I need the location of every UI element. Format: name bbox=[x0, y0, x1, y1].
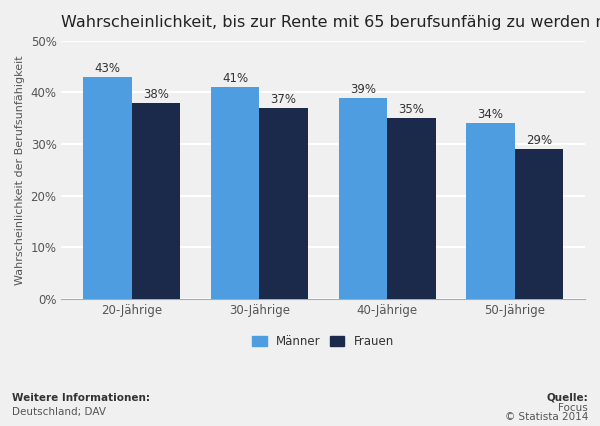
Text: 41%: 41% bbox=[222, 72, 248, 85]
Text: 34%: 34% bbox=[478, 108, 503, 121]
Text: Weitere Informationen:: Weitere Informationen: bbox=[12, 393, 150, 403]
Bar bbox=[259, 108, 308, 299]
Bar bbox=[83, 77, 131, 299]
Text: 37%: 37% bbox=[271, 93, 296, 106]
Text: Focus: Focus bbox=[558, 403, 588, 413]
Text: 43%: 43% bbox=[94, 62, 121, 75]
Text: © Statista 2014: © Statista 2014 bbox=[505, 412, 588, 422]
Bar bbox=[387, 118, 436, 299]
Text: 29%: 29% bbox=[526, 134, 552, 147]
Text: 39%: 39% bbox=[350, 83, 376, 95]
Title: Wahrscheinlichkeit, bis zur Rente mit 65 berufsunfähig zu werden nach Altersgrup: Wahrscheinlichkeit, bis zur Rente mit 65… bbox=[61, 15, 600, 30]
Text: Deutschland; DAV: Deutschland; DAV bbox=[12, 408, 106, 417]
Text: 38%: 38% bbox=[143, 88, 169, 101]
Bar bbox=[211, 87, 259, 299]
Bar bbox=[515, 149, 563, 299]
Bar bbox=[131, 103, 180, 299]
Text: Quelle:: Quelle: bbox=[546, 393, 588, 403]
Legend: Männer, Frauen: Männer, Frauen bbox=[248, 331, 399, 353]
Text: 35%: 35% bbox=[398, 103, 424, 116]
Bar bbox=[338, 98, 387, 299]
Y-axis label: Wahrscheinlichkeit der Berufsunfähigkeit: Wahrscheinlichkeit der Berufsunfähigkeit bbox=[15, 55, 25, 285]
Bar bbox=[466, 124, 515, 299]
